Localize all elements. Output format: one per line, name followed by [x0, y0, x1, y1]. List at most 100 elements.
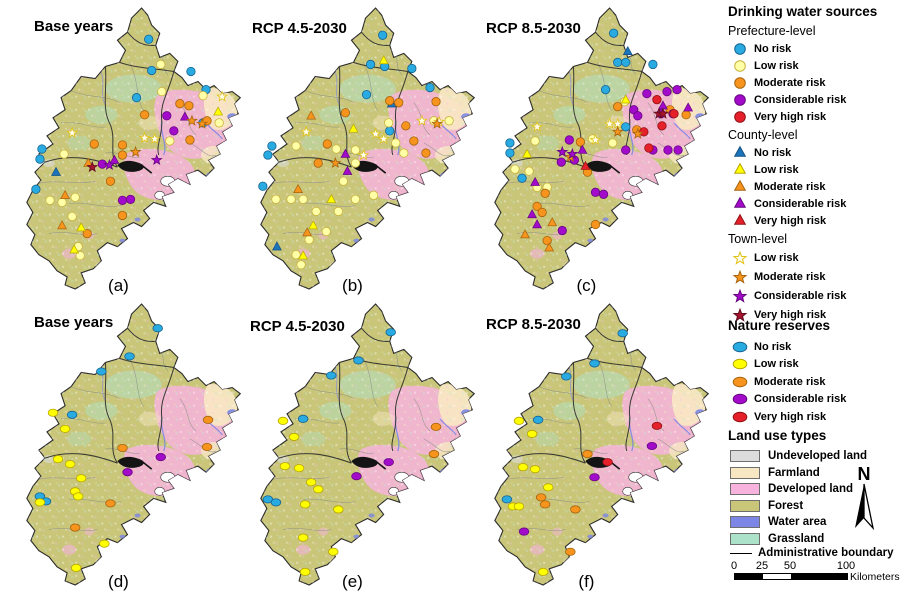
triangle-symbol-m-icon — [732, 179, 748, 195]
map-canvas-e — [260, 303, 476, 586]
legend-nature-item-no-risk: No risk — [728, 338, 846, 356]
landuse-item-undeveloped: Undeveloped land — [728, 448, 867, 465]
legend-prefecture-level-label: No risk — [754, 42, 792, 55]
admin-boundary-legend: Administrative boundary — [730, 547, 893, 559]
star-symbol-m-icon — [732, 269, 748, 285]
ellipse-symbol-v-icon — [732, 409, 748, 425]
triangle-symbol-l-icon — [732, 162, 748, 178]
legend-nature-label: Low risk — [754, 358, 799, 371]
scale-tick-100: 100 — [836, 560, 856, 572]
scale-bar: 0 25 50 100 Kilometers — [730, 560, 903, 590]
legend-county-level-item-considerable-risk: Considerable risk — [728, 195, 877, 212]
map-panel-f: RCP 8.5-2030 (f) — [476, 298, 711, 592]
map-title-d: Base years — [34, 314, 114, 331]
legend-nature-label: Moderate risk — [754, 375, 826, 388]
legend-county-level-label: No risk — [754, 146, 792, 159]
legend-prefecture-level-item-moderate-risk: Moderate risk — [728, 74, 877, 91]
legend-nature-label: Considerable risk — [754, 393, 847, 406]
legend-nature-item-low-risk: Low risk — [728, 356, 846, 374]
star-symbol-v-icon — [732, 307, 748, 323]
legend-county-level-label: Low risk — [754, 163, 799, 176]
legend-section-town-level: Town-level — [728, 232, 788, 246]
map-canvas-b — [258, 7, 476, 290]
scale-tick-25: 25 — [755, 560, 769, 572]
map-title-c: RCP 8.5-2030 — [486, 20, 581, 37]
legend-nature-item-very-high-risk: Very high risk — [728, 408, 846, 426]
map-panel-c: RCP 8.5-2030 (c) — [476, 2, 711, 296]
legend-prefecture-level-item-low-risk: Low risk — [728, 57, 877, 74]
north-arrow: N — [848, 464, 880, 537]
landuse-label: Farmland — [768, 466, 820, 479]
legend-prefecture-level-label: Very high risk — [754, 110, 827, 123]
legend-prefecture-level-label: Considerable risk — [754, 93, 847, 106]
landuse-swatch-forest — [730, 499, 760, 512]
legend-town-level-item-considerable-risk: Considerable risk — [728, 286, 877, 305]
legend-town-level-item-very-high-risk: Very high risk — [728, 305, 877, 324]
legend-town-level-item-moderate-risk: Moderate risk — [728, 267, 877, 286]
circle-symbol-n-icon — [732, 41, 748, 57]
ellipse-symbol-l-icon — [732, 356, 748, 372]
legend-title: Drinking water sources — [728, 4, 878, 19]
ellipse-symbol-m-icon — [732, 374, 748, 390]
map-canvas-d — [26, 303, 242, 586]
legend-county-level-label: Moderate risk — [754, 180, 826, 193]
map-sublabel-e: (e) — [342, 572, 363, 591]
landuse-swatch-developed — [730, 483, 760, 496]
legend-town-level-item-low-risk: Low risk — [728, 248, 877, 267]
circle-symbol-m-icon — [732, 75, 748, 91]
legend-landuse-items: Undeveloped land Farmland Developed land Fo… — [728, 448, 867, 547]
star-symbol-c-icon — [732, 288, 748, 304]
landuse-item-water: Water area — [728, 514, 867, 531]
triangle-symbol-v-icon — [732, 213, 748, 229]
legend-nature-item-moderate-risk: Moderate risk — [728, 373, 846, 391]
circle-symbol-v-icon — [732, 109, 748, 125]
map-sublabel-d: (d) — [108, 572, 129, 591]
map-panel-d: Base years (d) — [8, 298, 243, 592]
legend-county-level-label: Considerable risk — [754, 197, 847, 210]
map-canvas-c — [494, 7, 710, 290]
landuse-label: Grassland — [768, 532, 825, 545]
map-title-a: Base years — [34, 18, 114, 35]
map-panel-a: Base years (a) — [8, 2, 243, 296]
legend-prefecture-level-label: Low risk — [754, 59, 799, 72]
legend-water-sections: Prefecture-level No risk Low risk Moderate … — [728, 24, 877, 324]
map-title-e: RCP 4.5-2030 — [250, 318, 345, 335]
legend-nature-items: No risk Low risk Moderate risk Considerable… — [728, 338, 846, 426]
north-label: N — [857, 464, 871, 484]
map-title-f: RCP 8.5-2030 — [486, 316, 581, 333]
map-canvas-a — [26, 7, 242, 290]
nature-reserves-title: Nature reserves — [728, 318, 831, 333]
legend-prefecture-level-item-considerable-risk: Considerable risk — [728, 91, 877, 108]
map-panel-e: RCP 4.5-2030 (e) — [242, 298, 477, 592]
legend-town-level-label: Moderate risk — [754, 270, 826, 283]
ellipse-symbol-n-icon — [732, 339, 748, 355]
legend-town-level-label: Very high risk — [754, 308, 827, 321]
ellipse-symbol-c-icon — [732, 391, 748, 407]
legend-town-level-label: Considerable risk — [754, 289, 847, 302]
map-sublabel-b: (b) — [342, 276, 363, 295]
legend-prefecture-level-item-very-high-risk: Very high risk — [728, 108, 877, 125]
legend-water-block: Drinking water sources Prefecture-level N… — [728, 4, 877, 324]
legend-prefecture-level-item-no-risk: No risk — [728, 40, 877, 57]
legend-nature-item-considerable-risk: Considerable risk — [728, 391, 846, 409]
star-symbol-l-icon — [732, 250, 748, 266]
triangle-symbol-c-icon — [732, 196, 748, 212]
scale-tick-50: 50 — [783, 560, 797, 572]
map-title-b: RCP 4.5-2030 — [252, 20, 347, 37]
legend-nature-block: Nature reserves No risk Low risk Moderate … — [728, 318, 846, 426]
landuse-item-farmland: Farmland — [728, 465, 867, 482]
landuse-swatch-grassland — [730, 532, 760, 545]
north-arrow-icon — [855, 483, 875, 531]
landuse-label: Forest — [768, 499, 804, 512]
landuse-item-forest: Forest — [728, 498, 867, 515]
landuse-item-grassland: Grassland — [728, 531, 867, 548]
legend-county-level-item-no-risk: No risk — [728, 144, 877, 161]
legend-section-county-level: County-level — [728, 128, 798, 142]
landuse-label: Undeveloped land — [768, 450, 868, 463]
scale-tick-0: 0 — [730, 560, 738, 572]
circle-symbol-l-icon — [732, 58, 748, 74]
map-sublabel-a: (a) — [108, 276, 129, 295]
triangle-symbol-n-icon — [732, 145, 748, 161]
scale-ticks: 0 25 50 100 — [730, 560, 903, 572]
